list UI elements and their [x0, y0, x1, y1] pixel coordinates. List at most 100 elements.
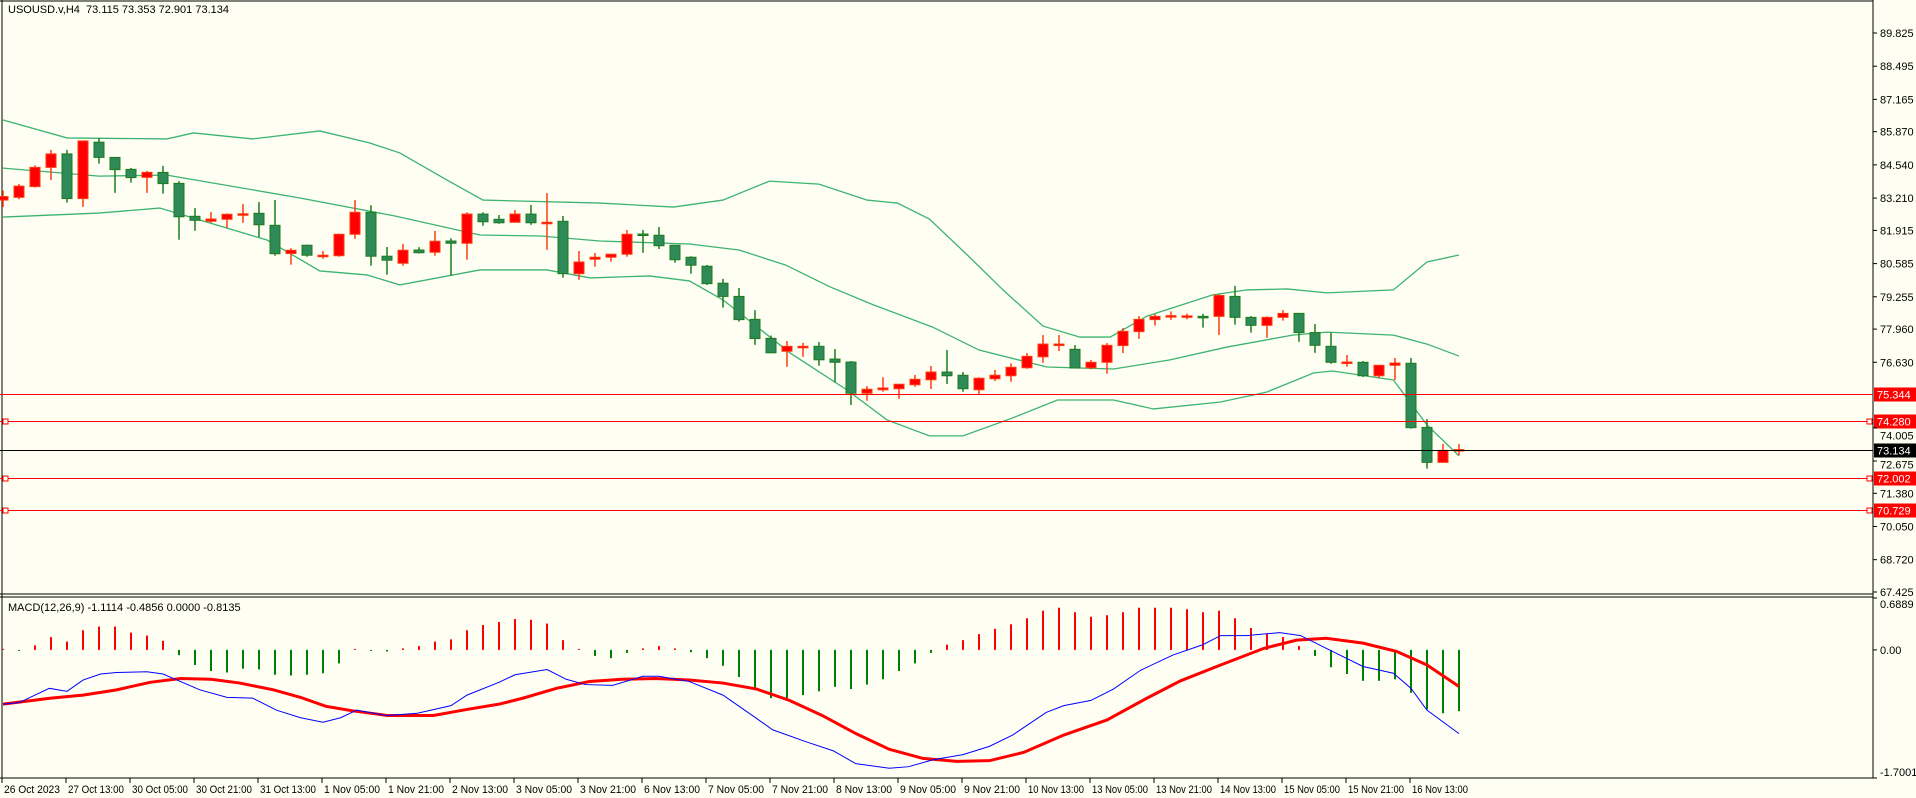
candle [621, 230, 633, 257]
price-tick-label: 70.050 [1880, 521, 1914, 533]
candle-body [797, 345, 809, 349]
candle-body [1181, 315, 1193, 318]
candle [237, 204, 249, 223]
macd-panel: 0.6889 0.00 -1.7001 [2, 597, 1916, 779]
candle-body [1213, 294, 1225, 317]
candle-body [989, 374, 1001, 380]
candle [1373, 364, 1385, 379]
candle [1421, 419, 1433, 469]
candle [1277, 310, 1289, 321]
candle [157, 165, 169, 194]
candle [445, 238, 457, 276]
time-axis: 26 Oct 2023 27 Oct 13:00 30 Oct 05:00 30 Oc… [1, 778, 1468, 796]
line-anchor-handle[interactable] [1866, 507, 1873, 514]
candle-body [1133, 318, 1145, 333]
candle [189, 208, 201, 231]
candle-body [1021, 355, 1033, 369]
candle-body [749, 318, 761, 340]
candle [397, 243, 409, 266]
candle [29, 165, 41, 188]
candle [1101, 343, 1113, 374]
candle [525, 205, 537, 225]
candle [1149, 314, 1161, 326]
candle-body [957, 374, 969, 390]
candle-body [1245, 316, 1257, 326]
price-tick-label: 67.425 [1880, 587, 1914, 599]
candle [1181, 313, 1193, 320]
time-tick-label: 10 Nov 13:00 [1028, 784, 1084, 796]
time-tick-label: 7 Nov 21:00 [772, 784, 828, 796]
price-level-label: 70.729 [1877, 506, 1911, 518]
candle-body [1325, 345, 1337, 363]
candle-body [1389, 362, 1401, 366]
price-tick-label: 80.585 [1880, 259, 1914, 271]
candle-body [221, 213, 233, 220]
candle-body [669, 244, 681, 261]
candle-body [477, 213, 489, 223]
candle [637, 230, 649, 253]
candle-body [1165, 315, 1177, 318]
time-tick-label: 1 Nov 21:00 [388, 784, 444, 796]
candle-body [157, 171, 169, 185]
price-level-badge [1874, 387, 1916, 402]
candle [109, 156, 121, 193]
line-anchor-handle[interactable] [2, 475, 9, 482]
candle-body [893, 383, 905, 390]
candle [1053, 335, 1065, 352]
candle [1005, 363, 1017, 382]
price-tick-label: 68.720 [1880, 555, 1914, 567]
line-anchor-handle[interactable] [1866, 418, 1873, 425]
candle-body [813, 345, 825, 361]
candle-body [93, 141, 105, 158]
candle-body [1437, 449, 1449, 463]
candlesticks [0, 137, 1465, 469]
candle-body [765, 337, 777, 354]
candle [45, 149, 57, 181]
candle [509, 210, 521, 223]
macd-signal-line [2, 636, 1460, 763]
candle-body [861, 388, 873, 394]
line-anchor-handle[interactable] [1866, 475, 1873, 482]
candle-body [189, 215, 201, 221]
time-tick-label: 15 Nov 05:00 [1284, 784, 1340, 796]
candle [1037, 335, 1049, 363]
time-tick-label: 3 Nov 05:00 [516, 784, 572, 796]
horizontal-levels[interactable]: 75.344 74.280 72.002 70.729 73.134 [0, 387, 1916, 518]
price-tick-label: 77.960 [1880, 324, 1914, 336]
candle-body [365, 211, 377, 257]
candle [381, 246, 393, 275]
candle [413, 247, 425, 254]
candle-body [61, 153, 73, 200]
candle-body [589, 256, 601, 260]
candle-body [1149, 315, 1161, 321]
candle-body [845, 361, 857, 394]
candle-body [829, 358, 841, 363]
candle [893, 383, 905, 399]
time-tick-label: 7 Nov 05:00 [708, 784, 764, 796]
candle [989, 370, 1001, 382]
candle [861, 385, 873, 401]
price-level-badge [1874, 503, 1916, 518]
ohlc-label: 73.115 73.353 72.901 73.134 [86, 4, 229, 16]
candle-body [637, 233, 649, 237]
candle [1069, 345, 1081, 369]
candle [605, 253, 617, 262]
macd-main-line [2, 632, 1460, 769]
line-anchor-handle[interactable] [2, 418, 9, 425]
price-tick-label: 71.380 [1880, 488, 1914, 500]
line-anchor-handle[interactable] [2, 507, 9, 514]
time-tick-label: 30 Oct 21:00 [196, 784, 252, 796]
candle [925, 366, 937, 389]
candle [1213, 294, 1225, 336]
candle-body [717, 282, 729, 297]
candle-body [397, 249, 409, 264]
candle [717, 278, 729, 308]
candle-body [1085, 361, 1097, 369]
candle-body [253, 212, 265, 226]
candle [1165, 311, 1177, 320]
candle [365, 205, 377, 266]
candle [285, 248, 297, 265]
